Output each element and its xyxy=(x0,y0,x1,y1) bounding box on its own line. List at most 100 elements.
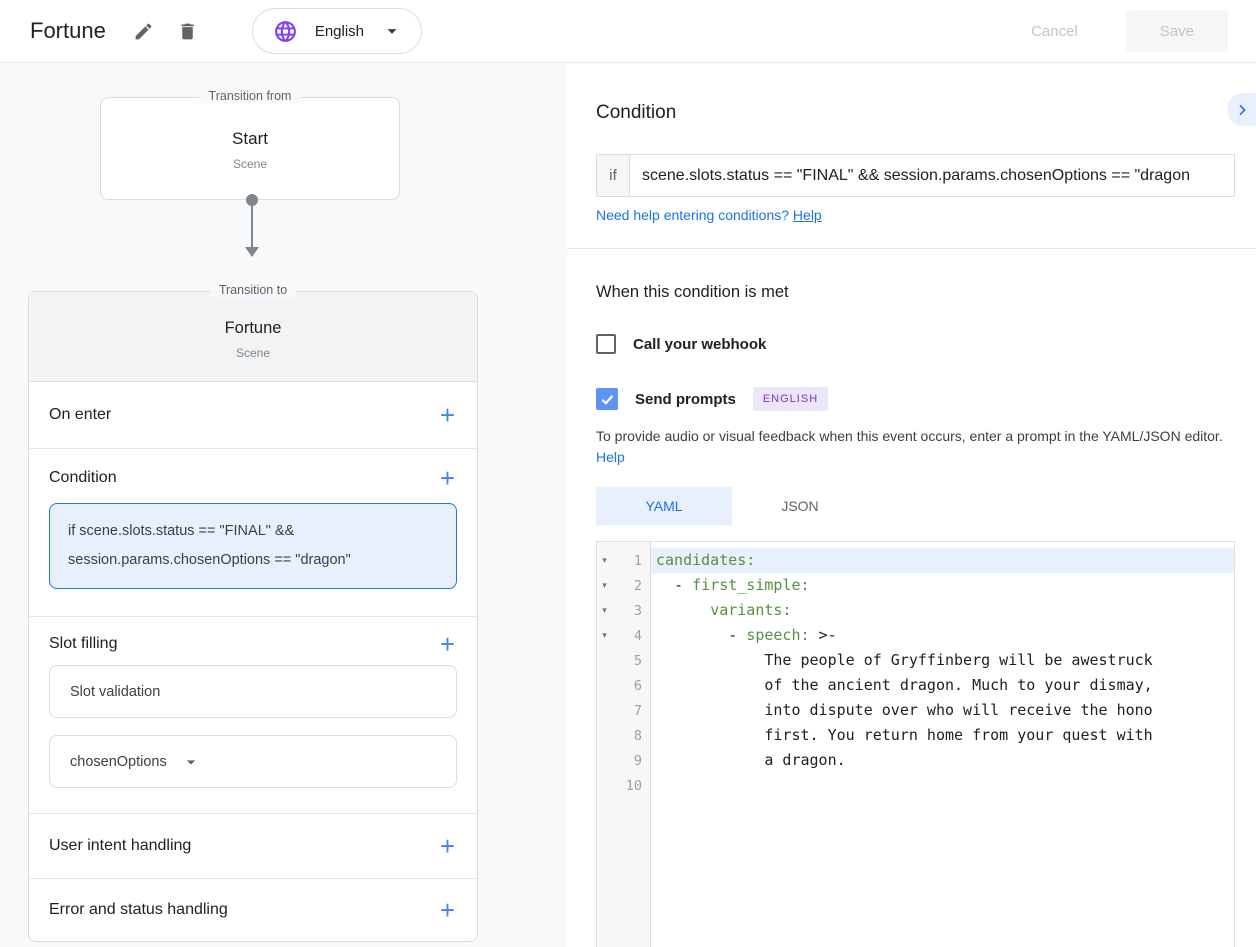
prompts-label: Send prompts xyxy=(635,390,736,408)
add-intent-button[interactable]: + xyxy=(439,831,455,861)
if-label: if xyxy=(596,154,630,197)
slot-param-dropdown[interactable]: chosenOptions xyxy=(49,735,457,788)
webhook-checkbox[interactable] xyxy=(596,334,616,354)
transition-to-legend: Transition to xyxy=(209,283,297,297)
gutter-line: 6 xyxy=(597,673,650,698)
check-icon xyxy=(601,394,613,405)
add-on-enter-button[interactable]: + xyxy=(439,400,455,430)
webhook-row: Call your webhook xyxy=(596,334,1235,354)
code-line[interactable]: variants: xyxy=(651,598,1234,623)
add-condition-button[interactable]: + xyxy=(439,463,455,493)
feedback-help-link[interactable]: Help xyxy=(596,449,625,465)
slot-validation-item[interactable]: Slot validation xyxy=(49,665,457,718)
code-line[interactable] xyxy=(651,773,1234,798)
add-error-button[interactable]: + xyxy=(439,895,455,925)
chevron-right-icon xyxy=(1238,104,1246,115)
fold-arrow-icon[interactable]: ▾ xyxy=(602,605,607,615)
line-number: 2 xyxy=(633,577,642,594)
line-number: 9 xyxy=(633,752,642,769)
transition-from-box[interactable]: Transition from Start Scene xyxy=(100,89,400,200)
feedback-text-body: To provide audio or visual feedback when… xyxy=(596,428,1223,444)
gutter-line: 8 xyxy=(597,723,650,748)
line-number: 4 xyxy=(633,627,642,644)
help-link[interactable]: Help xyxy=(792,207,822,223)
collapse-panel-button[interactable] xyxy=(1227,93,1256,126)
section-error-status: Error and status handling + xyxy=(29,879,477,941)
pencil-icon xyxy=(135,23,152,39)
connector-dot xyxy=(246,194,258,206)
gutter-line: 5 xyxy=(597,648,650,673)
condition-section-label: Condition xyxy=(49,469,117,486)
feedback-text: To provide audio or visual feedback when… xyxy=(596,426,1228,468)
user-intent-label: User intent handling xyxy=(49,837,192,854)
condition-chip-selected[interactable]: if scene.slots.status == "FINAL" && sess… xyxy=(49,503,457,589)
connector-line xyxy=(251,205,253,249)
scene-card-header[interactable]: Fortune Scene xyxy=(29,292,477,382)
edit-scene-button[interactable] xyxy=(132,19,156,43)
yaml-key-token: candidates: xyxy=(656,551,756,569)
fold-arrow-icon[interactable]: ▾ xyxy=(602,555,607,565)
line-number: 8 xyxy=(633,727,642,744)
line-number: 5 xyxy=(633,652,642,669)
topbar: Fortune English Cancel Save xyxy=(0,0,1256,63)
tab-json[interactable]: JSON xyxy=(781,498,819,514)
fold-arrow-icon[interactable]: ▾ xyxy=(602,630,607,640)
scene-fortune-subtitle: Scene xyxy=(235,346,271,360)
gutter-line: ▾ 3 xyxy=(597,598,650,623)
tab-yaml[interactable]: YAML xyxy=(596,487,732,525)
code-line[interactable]: - first_simple: xyxy=(651,573,1234,598)
scene-fortune-title: Fortune xyxy=(224,319,282,337)
line-number: 6 xyxy=(633,677,642,694)
section-condition: Condition + if scene.slots.status == "FI… xyxy=(29,449,477,617)
flow-canvas: Transition from Start Scene Transition t… xyxy=(0,63,567,947)
condition-input[interactable] xyxy=(630,154,1235,197)
slot-filling-label: Slot filling xyxy=(49,635,118,652)
section-slot-filling: Slot filling + Slot validation chosenOpt… xyxy=(29,617,477,814)
if-field-row: if xyxy=(596,154,1235,197)
yaml-text-token: The people of Gryffinberg will be awestr… xyxy=(656,651,1153,669)
code-editor[interactable]: ▾ 1 ▾ 2 ▾ 3 ▾ 4 5 6 7 8 9 10 candidates: - first_simp… xyxy=(596,541,1235,947)
yaml-text-token: - xyxy=(656,626,747,644)
fold-arrow-icon[interactable]: ▾ xyxy=(602,580,607,590)
code-line[interactable]: into dispute over who will receive the h… xyxy=(651,698,1234,723)
line-number: 7 xyxy=(633,702,642,719)
yaml-text-token: first. You return home from your quest w… xyxy=(656,726,1153,744)
code-line[interactable]: - speech: >- xyxy=(651,623,1234,648)
caret-down-icon xyxy=(387,29,397,34)
language-selector[interactable]: English xyxy=(251,8,423,54)
webhook-label: Call your webhook xyxy=(633,335,767,353)
code-line[interactable]: of the ancient dragon. Much to your dism… xyxy=(651,673,1234,698)
condition-editor-panel: Condition if Need help entering conditio… xyxy=(567,63,1256,947)
panel-divider xyxy=(567,248,1256,249)
code-line[interactable]: a dragon. xyxy=(651,748,1234,773)
yaml-key-token: first_simple: xyxy=(692,576,810,594)
help-text: Need help entering conditions? Help xyxy=(596,207,1235,223)
code-line[interactable]: first. You return home from your quest w… xyxy=(651,723,1234,748)
yaml-text-token: into dispute over who will receive the h… xyxy=(656,701,1153,719)
transition-from-legend: Transition from xyxy=(199,89,301,103)
section-user-intent: User intent handling + xyxy=(29,814,477,879)
slot-param-label: chosenOptions xyxy=(70,753,167,770)
connector-arrow-icon xyxy=(245,247,259,257)
gutter-line: ▾ 4 xyxy=(597,623,650,648)
globe-icon xyxy=(274,20,296,42)
transition-to-card: Transition to Fortune Scene On enter + C… xyxy=(28,283,478,942)
line-number: 3 xyxy=(633,602,642,619)
gutter-line: 7 xyxy=(597,698,650,723)
dropdown-caret-icon xyxy=(186,759,195,764)
code-line[interactable]: candidates: xyxy=(651,548,1234,573)
delete-scene-button[interactable] xyxy=(176,19,200,43)
language-label: English xyxy=(314,22,365,40)
yaml-text-token: a dragon. xyxy=(656,751,846,769)
gutter-line: ▾ 1 xyxy=(597,548,650,573)
language-badge: ENGLISH xyxy=(752,387,829,411)
code-line[interactable]: The people of Gryffinberg will be awestr… xyxy=(651,648,1234,673)
add-slot-button[interactable]: + xyxy=(439,629,455,659)
scene-start-title: Start xyxy=(232,129,268,148)
yaml-text-token: - xyxy=(656,576,693,594)
cancel-button[interactable]: Cancel xyxy=(1013,13,1096,50)
editor-code[interactable]: candidates: - first_simple: variants: - … xyxy=(651,542,1234,947)
line-number: 1 xyxy=(633,552,642,569)
prompts-checkbox[interactable] xyxy=(596,388,618,410)
save-button[interactable]: Save xyxy=(1125,10,1228,52)
